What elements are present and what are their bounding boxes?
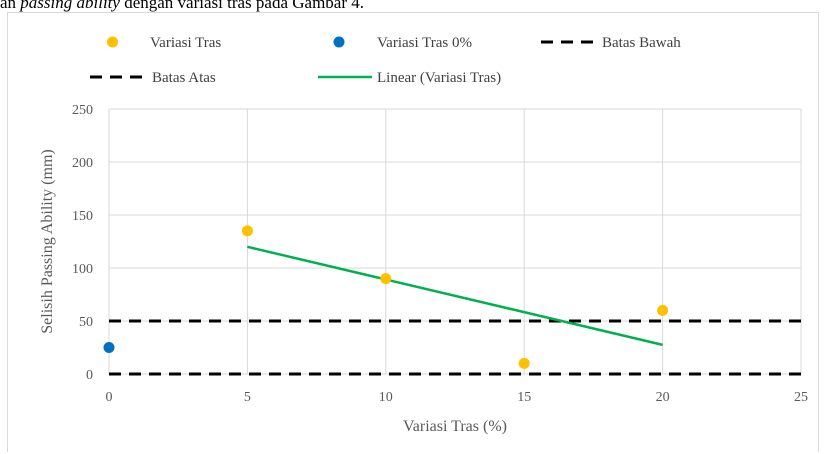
x-tick-label-15: 15 [517, 390, 531, 405]
series-line-4 [247, 245, 663, 347]
x-tick-label-0: 0 [106, 390, 113, 405]
y-tick-label-200: 200 [72, 156, 93, 171]
legend-label-2: Batas Bawah [602, 35, 681, 51]
y-tick-label-250: 250 [72, 103, 93, 118]
tick-labels: 0 50 100 150 200 250 0 5 10 15 20 25 [72, 103, 808, 405]
legend-marker-1 [333, 36, 345, 48]
series-points [103, 225, 669, 369]
legend-label-4: Linear (Variasi Tras) [377, 70, 501, 86]
legend-label-0: Variasi Tras [150, 35, 221, 51]
y-tick-label-150: 150 [72, 209, 93, 224]
legend-label-1: Variasi Tras 0% [377, 35, 472, 51]
legend-label-3: Batas Atas [152, 70, 216, 86]
x-tick-label-10: 10 [379, 390, 393, 405]
data-point-0-1 [380, 273, 392, 285]
y-tick-label-0: 0 [86, 368, 93, 383]
x-tick-label-20: 20 [656, 390, 670, 405]
caption-text: an passing ability dengan variasi tras p… [0, 0, 364, 13]
legend: Variasi Tras Variasi Tras 0% Batas Bawah Ba… [90, 35, 681, 86]
y-tick-label-50: 50 [79, 315, 93, 330]
x-axis-title: Variasi Tras (%) [403, 418, 507, 435]
gridlines [108, 108, 802, 375]
data-point-1-0 [103, 342, 115, 353]
y-tick-label-100: 100 [72, 262, 93, 277]
data-point-0-2 [518, 357, 530, 369]
caption-italic: passing ability [20, 0, 120, 12]
chart-frame [7, 12, 819, 452]
x-tick-label-5: 5 [244, 390, 251, 405]
legend-marker-0 [107, 36, 118, 48]
series-lines [109, 245, 801, 376]
x-tick-label-25: 25 [794, 390, 808, 405]
data-point-0-0 [241, 225, 253, 237]
y-axis-title: Selisih Passing Ability (mm) [39, 149, 56, 333]
data-point-0-3 [657, 304, 669, 316]
